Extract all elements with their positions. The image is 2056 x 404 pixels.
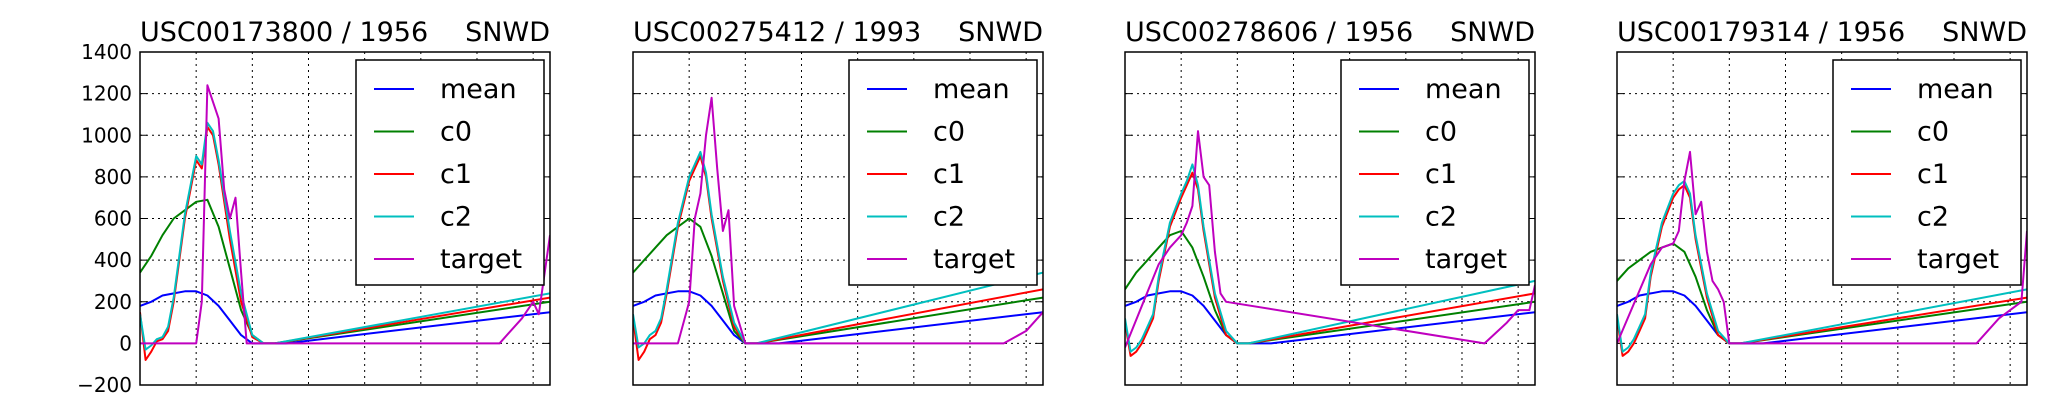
axes-frame	[632, 51, 1044, 386]
legend-label-mean: mean	[1425, 74, 1502, 105]
y-tick-label: 800	[94, 165, 132, 189]
series-line-c2	[633, 150, 1043, 349]
chart-panel-4: USC00179314 / 1956 SNWD mean c0 c1 c2 target	[1616, 17, 2028, 386]
panel-title: USC00179314 / 1956	[1617, 17, 1905, 48]
series-group	[633, 96, 1043, 361]
panel-variable-label: SNWD	[1942, 17, 2027, 48]
legend-label-c0: c0	[1917, 117, 1949, 148]
legend-box	[355, 59, 545, 286]
legend-label-c1: c1	[440, 159, 472, 190]
panel-title: USC00173800 / 1956	[140, 17, 428, 48]
legend-label-mean: mean	[933, 74, 1010, 105]
series-line-target	[633, 96, 1043, 345]
panel-variable-label: SNWD	[958, 17, 1043, 48]
series-line-c2	[1125, 163, 1535, 353]
y-tick-label: 600	[94, 207, 132, 231]
legend: mean c0 c1 c2 target	[1340, 59, 1530, 286]
legend-label-target: target	[1425, 244, 1507, 275]
panel-variable-label: SNWD	[1450, 17, 1535, 48]
axes-frame	[1124, 51, 1536, 386]
legend-box	[848, 59, 1038, 286]
legend-label-c2: c2	[1425, 202, 1457, 233]
y-tick-label: 1400	[81, 40, 132, 64]
legend-label-target: target	[440, 244, 522, 275]
chart-panel-1: 1400 1200 1000 800 600 400 200 0 −200 USC00173800…	[77, 17, 551, 397]
series-line-target	[1125, 130, 1535, 348]
series-line-target	[1617, 150, 2027, 345]
legend-box	[1832, 59, 2022, 286]
legend-label-c2: c2	[1917, 202, 1949, 233]
legend-label-c0: c0	[933, 117, 965, 148]
legend-label-c0: c0	[440, 117, 472, 148]
y-tick-label: 0	[119, 331, 132, 355]
legend: mean c0 c1 c2 target	[848, 59, 1038, 286]
series-line-c1	[1125, 171, 1535, 357]
axes-frame	[1616, 51, 2028, 386]
series-line-c2	[140, 121, 550, 351]
legend-label-c1: c1	[1425, 159, 1457, 190]
chart-panel-3: USC00278606 / 1956 SNWD mean c0 c1 c2 target	[1124, 17, 1536, 386]
panel-title: USC00275412 / 1993	[633, 17, 921, 48]
series-line-target	[140, 84, 550, 345]
legend-label-mean: mean	[1917, 74, 1994, 105]
series-line-mean	[1125, 290, 1535, 345]
y-tick-label: 200	[94, 290, 132, 314]
legend-label-c1: c1	[933, 159, 965, 190]
series-line-c2	[1617, 180, 2027, 353]
series-line-c1	[140, 125, 550, 361]
legend-label-mean: mean	[440, 74, 517, 105]
chart-panel-2: USC00275412 / 1993 SNWD mean c0 c1 c2 target	[632, 17, 1044, 386]
series-line-mean	[1617, 290, 2027, 345]
axes-frame	[139, 51, 551, 386]
legend-box	[1340, 59, 1530, 286]
y-tick-label: 400	[94, 248, 132, 272]
series-line-c1	[633, 155, 1043, 361]
y-tick-label: −200	[77, 373, 132, 397]
series-line-mean	[633, 290, 1043, 345]
series-group	[1125, 130, 1535, 357]
series-group	[140, 84, 550, 361]
y-tick-label: 1200	[81, 82, 132, 106]
legend-label-c2: c2	[440, 202, 472, 233]
panel-variable-label: SNWD	[465, 17, 550, 48]
legend: mean c0 c1 c2 target	[355, 59, 545, 286]
series-group	[1617, 150, 2027, 357]
legend-label-c0: c0	[1425, 117, 1457, 148]
y-tick-label: 1000	[81, 123, 132, 147]
panel-title: USC00278606 / 1956	[1125, 17, 1413, 48]
legend-label-target: target	[933, 244, 1015, 275]
series-line-c1	[1617, 184, 2027, 357]
legend-label-c2: c2	[933, 202, 965, 233]
legend-label-target: target	[1917, 244, 1999, 275]
legend: mean c0 c1 c2 target	[1832, 59, 2022, 286]
legend-label-c1: c1	[1917, 159, 1949, 190]
